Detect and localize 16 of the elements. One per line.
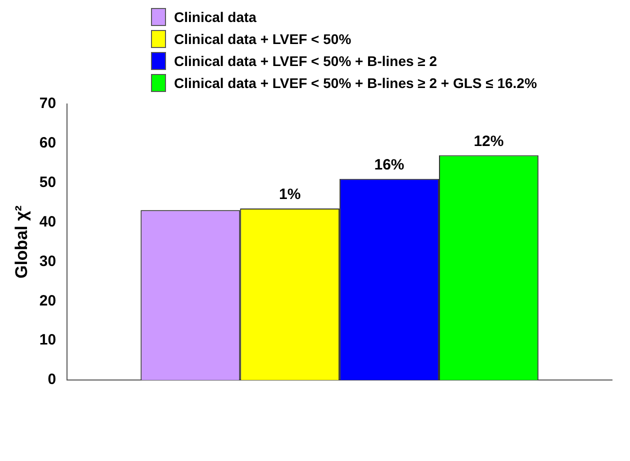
legend-label: Clinical data bbox=[174, 9, 256, 25]
y-tick-label: 20 bbox=[39, 292, 56, 310]
legend-label: Clinical data + LVEF < 50% + B-lines ≥ 2 + GLS ≤ 16.2% bbox=[174, 75, 537, 91]
y-tick-label: 40 bbox=[39, 213, 56, 230]
y-axis-title: Global χ² bbox=[12, 205, 31, 279]
y-tick-label: 30 bbox=[39, 252, 56, 270]
legend-label: Clinical data + LVEF < 50% + B-lines ≥ 2 bbox=[174, 53, 438, 69]
legend-label: Clinical data + LVEF < 50% bbox=[174, 31, 352, 47]
annotation: 12% bbox=[474, 132, 504, 150]
y-tick-label: 10 bbox=[39, 332, 56, 349]
y-tick-label: 70 bbox=[39, 95, 56, 112]
annotation: 1% bbox=[278, 186, 301, 204]
annotation: 16% bbox=[374, 156, 404, 174]
y-tick-label: 50 bbox=[39, 174, 56, 191]
y-tick-label: 0 bbox=[48, 371, 56, 388]
y-tick-label: 60 bbox=[39, 134, 56, 152]
